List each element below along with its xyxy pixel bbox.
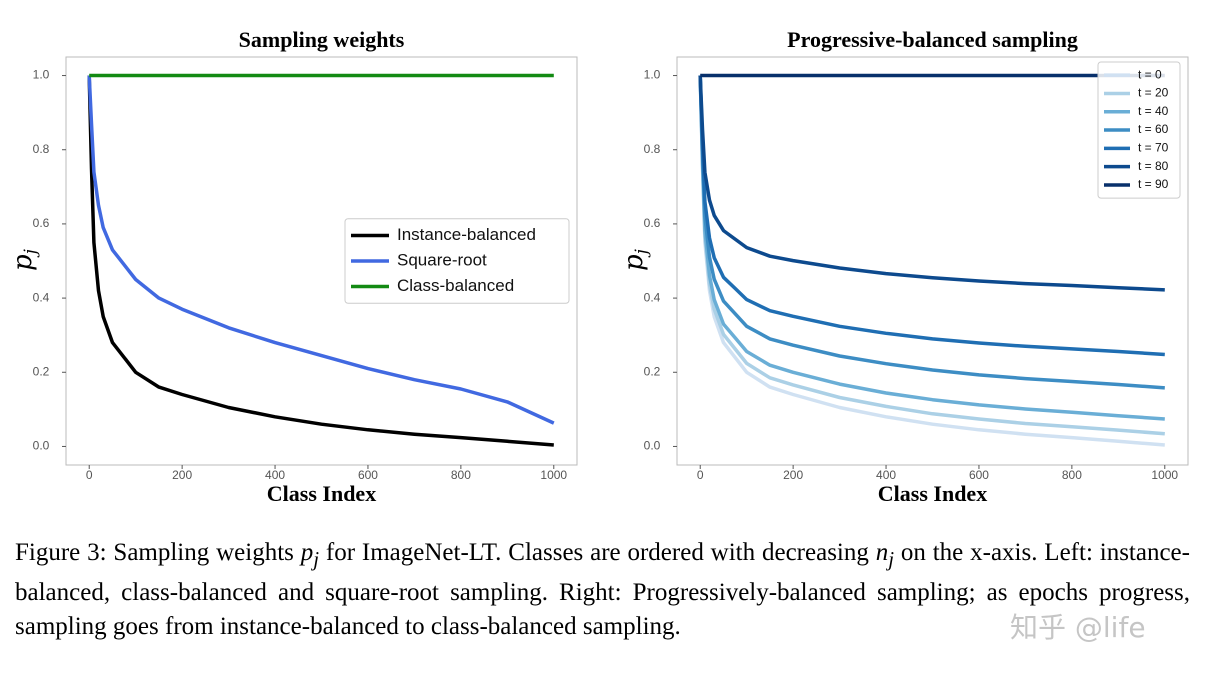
series-line — [698, 75, 1165, 292]
caption-math-sub: j — [313, 547, 319, 571]
x-tick-label: 1000 — [1151, 468, 1178, 482]
x-tick-label: 600 — [358, 468, 378, 482]
x-tick-label: 400 — [876, 468, 896, 482]
caption-math: p — [300, 539, 314, 566]
series-line — [87, 75, 554, 447]
y-tick-label: 0.0 — [33, 439, 50, 453]
caption: Figure 3: Sampling weights pj for ImageN… — [15, 536, 1190, 644]
caption-text: for ImageNet-LT. Classes are ordered wit… — [319, 539, 876, 566]
legend-label: t = 20 — [1138, 86, 1169, 100]
caption-math: j — [888, 547, 895, 571]
watermark: 知乎 @life — [1010, 611, 1146, 644]
y-axis-label: pj — [8, 248, 41, 271]
series-line — [698, 75, 1165, 421]
y-tick-label: 1.0 — [33, 68, 50, 82]
y-axis-label-sub: j — [632, 248, 652, 258]
legend-label: Square-root — [397, 250, 487, 269]
x-tick-label: 800 — [1062, 468, 1082, 482]
x-tick-label: 800 — [451, 468, 471, 482]
x-tick-label: 0 — [86, 468, 93, 482]
y-tick-label: 1.0 — [644, 68, 661, 82]
legend-label: Instance-balanced — [397, 225, 536, 244]
legend-label: t = 0 — [1138, 67, 1162, 81]
y-tick-label: 0.4 — [644, 290, 661, 304]
y-tick-label: 0.2 — [33, 364, 50, 378]
x-tick-label: 400 — [265, 468, 285, 482]
plot-frame — [676, 56, 1189, 466]
y-tick-label: 0.8 — [33, 142, 50, 156]
legend-label: t = 60 — [1138, 122, 1169, 136]
legend-box — [344, 218, 570, 304]
chart-title: Sampling weights — [239, 27, 405, 52]
series-line — [698, 75, 1165, 390]
legend-label: t = 90 — [1138, 177, 1169, 191]
x-tick-label: 0 — [697, 468, 704, 482]
x-tick-label: 200 — [172, 468, 192, 482]
y-tick-label: 0.6 — [33, 216, 50, 230]
y-tick-label: 0.2 — [644, 364, 661, 378]
y-axis-label-base: p — [619, 254, 649, 271]
x-axis-label: Class Index — [878, 481, 987, 506]
series-line — [87, 75, 555, 425]
y-axis-label: pj — [619, 248, 652, 271]
legend-label: Class-balanced — [397, 276, 514, 295]
x-axis-label: Class Index — [267, 481, 376, 506]
caption-math: j — [313, 547, 320, 571]
x-tick-label: 600 — [969, 468, 989, 482]
y-tick-label: 0.6 — [644, 216, 661, 230]
y-axis-label-base: p — [8, 254, 38, 271]
legend-label: t = 70 — [1138, 141, 1169, 155]
series-line — [698, 75, 1165, 447]
caption-text: Figure 3: Sampling weights — [15, 539, 301, 566]
legend-label: t = 80 — [1138, 159, 1169, 173]
caption-math-sub: j — [888, 547, 894, 571]
caption-text: on the x-axis. Left: instance-balanced, … — [15, 539, 1190, 640]
legend-label: t = 40 — [1138, 104, 1169, 118]
caption-math: n — [875, 539, 889, 566]
chart-title: Progressive-balanced sampling — [787, 27, 1078, 52]
series-line — [698, 75, 1165, 357]
y-tick-label: 0.0 — [644, 439, 661, 453]
x-tick-label: 1000 — [540, 468, 567, 482]
y-tick-label: 0.4 — [33, 290, 50, 304]
legend-box — [1097, 61, 1181, 199]
y-axis-label-sub: j — [21, 248, 41, 258]
y-tick-label: 0.8 — [644, 142, 661, 156]
x-tick-label: 200 — [783, 468, 803, 482]
plot-frame — [65, 56, 578, 466]
